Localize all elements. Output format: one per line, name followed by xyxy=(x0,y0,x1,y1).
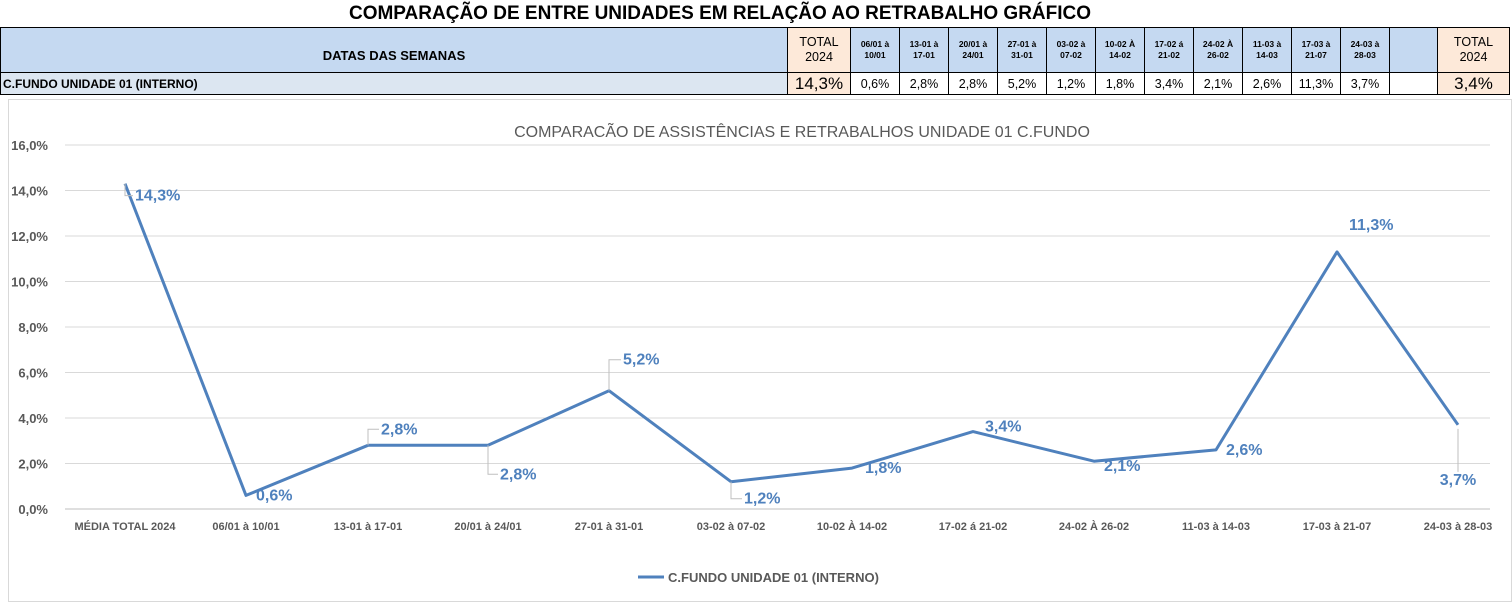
total-header[interactable]: TOTAL 2024 xyxy=(787,27,851,73)
data-label: 5,2% xyxy=(623,352,659,369)
data-label-leader xyxy=(730,481,742,500)
y-tick-label: 4,0% xyxy=(18,411,48,426)
x-tick-label: 17-03 à 21-07 xyxy=(1303,521,1372,533)
week-value-cell[interactable]: 1,2% xyxy=(1046,72,1096,95)
week-value-cell[interactable]: 3,7% xyxy=(1340,72,1390,95)
data-label: 0,6% xyxy=(256,487,292,504)
total-value-cell[interactable]: 14,3% xyxy=(787,72,851,95)
series-line xyxy=(123,183,1460,497)
week-header[interactable]: 13-01 à 17-01 xyxy=(899,27,949,73)
y-tick-label: 6,0% xyxy=(18,366,48,381)
week-header[interactable]: 24-03 à 28-03 xyxy=(1340,27,1390,73)
week-value-cell[interactable]: 5,2% xyxy=(997,72,1047,95)
week-value-cell[interactable]: 3,4% xyxy=(1144,72,1194,95)
week-header[interactable]: 03-02 à 07-02 xyxy=(1046,27,1096,73)
data-label-leader xyxy=(487,445,498,475)
week-header[interactable]: 24-02 À 26-02 xyxy=(1193,27,1243,73)
total-header-line1: TOTAL xyxy=(799,35,839,49)
y-tick-label: 0,0% xyxy=(18,502,48,517)
week-header[interactable]: 06/01 à 10/01 xyxy=(850,27,900,73)
week-value-cell[interactable]: 1,8% xyxy=(1095,72,1145,95)
x-tick-label: 24-03 à 28-03 xyxy=(1424,521,1493,533)
x-tick-label: 13-01 à 17-01 xyxy=(334,521,403,533)
week-header[interactable]: 10-02 À 14-02 xyxy=(1095,27,1145,73)
legend-label: C.FUNDO UNIDADE 01 (INTERNO) xyxy=(668,570,879,585)
x-tick-label: 24-02 À 26-02 xyxy=(1059,520,1129,533)
week-value-cell[interactable]: 2,6% xyxy=(1242,72,1292,95)
x-tick-label: 03-02 à 07-02 xyxy=(697,521,766,533)
data-label: 2,8% xyxy=(500,466,536,483)
chart-title: COMPARACÃO DE ASSISTÊNCIAS E RETRABALHOS… xyxy=(514,121,1090,141)
datas-header[interactable]: DATAS DAS SEMANAS xyxy=(0,27,788,73)
data-label-leader xyxy=(124,183,133,197)
y-tick-label: 10,0% xyxy=(11,275,48,290)
data-label: 2,6% xyxy=(1226,442,1262,459)
x-tick-label: 17-02 á 21-02 xyxy=(939,521,1008,533)
y-tick-label: 12,0% xyxy=(11,229,48,244)
data-label: 1,8% xyxy=(865,460,901,477)
week-header[interactable]: 11-03 à 14-03 xyxy=(1242,27,1292,73)
week-header[interactable]: 27-01 à 31-01 xyxy=(997,27,1047,73)
data-label-leader xyxy=(608,359,621,391)
total-value-cell-2[interactable]: 3,4% xyxy=(1437,72,1510,95)
header-row: DATAS DAS SEMANAS TOTAL 2024 06/01 à 10/01… xyxy=(0,27,1510,73)
x-tick-label: 27-01 à 31-01 xyxy=(575,521,644,533)
x-tick-label: 11-03 à 14-03 xyxy=(1182,521,1250,533)
empty-header-cell[interactable] xyxy=(1389,27,1438,73)
empty-value-cell[interactable] xyxy=(1389,72,1438,95)
x-tick-label: MÉDIA TOTAL 2024 xyxy=(74,520,176,533)
sheet-title: COMPARAÇÃO DE ENTRE UNIDADES EM RELAÇÃO … xyxy=(348,3,1092,24)
x-tick-label: 20/01 à 24/01 xyxy=(454,521,521,533)
y-tick-label: 8,0% xyxy=(18,320,48,335)
data-label: 3,4% xyxy=(985,419,1021,436)
y-tick-label: 14,0% xyxy=(11,184,48,199)
x-tick-label: 06/01 à 10/01 xyxy=(212,521,279,533)
x-tick-label: 10-02 À 14-02 xyxy=(817,520,887,533)
total-header-2[interactable]: TOTAL 2024 xyxy=(1437,27,1510,73)
chart-area[interactable] xyxy=(8,99,1512,602)
week-header[interactable]: 17-02 á 21-02 xyxy=(1144,27,1194,73)
weekly-table: DATAS DAS SEMANAS TOTAL 2024 06/01 à 10/01… xyxy=(0,27,1510,95)
week-value-cell[interactable]: 11,3% xyxy=(1291,72,1341,95)
unit-label-cell[interactable]: C.FUNDO UNIDADE 01 (INTERNO) xyxy=(0,72,788,95)
data-label: 2,1% xyxy=(1104,458,1140,475)
data-label: 3,7% xyxy=(1440,472,1476,489)
unit-row: C.FUNDO UNIDADE 01 (INTERNO) 14,3% 0,6% … xyxy=(0,72,1510,95)
data-label: 14,3% xyxy=(135,188,180,205)
week-header[interactable]: 17-03 à 21-07 xyxy=(1291,27,1341,73)
y-tick-label: 16,0% xyxy=(11,138,48,153)
total-header-line2: 2024 xyxy=(805,50,833,64)
week-value-cell[interactable]: 2,8% xyxy=(948,72,998,95)
y-tick-label: 2,0% xyxy=(18,457,48,472)
data-label: 2,8% xyxy=(381,421,417,438)
data-label: 11,3% xyxy=(1349,217,1393,234)
data-label: 1,2% xyxy=(744,491,780,508)
data-label-leader xyxy=(367,428,379,446)
